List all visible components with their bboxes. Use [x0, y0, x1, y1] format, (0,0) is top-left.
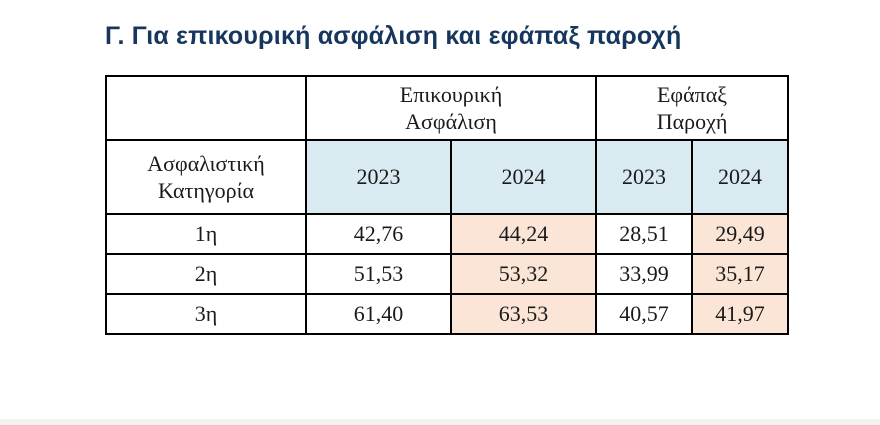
value-cell-lump-2024: 41,97	[691, 293, 790, 335]
value-cell-lump-2023: 40,57	[595, 293, 694, 335]
value-cell-supp-2024: 63,53	[449, 293, 598, 335]
section-title: Γ. Για επικουρική ασφάλιση και εφάπαξ πα…	[105, 22, 682, 50]
value-cell-supp-2024: 53,32	[449, 253, 598, 295]
corner-cell	[105, 75, 307, 141]
value-cell-lump-2024: 29,49	[691, 213, 790, 255]
year-header-lump-2023: 2023	[595, 139, 694, 215]
value-cell-supp-2023: 51,53	[305, 253, 452, 295]
row-header-insurance-category: Ασφαλιστική Κατηγορία	[105, 139, 307, 215]
group-header-row: Επικουρική Ασφάλιση Εφάπαξ Παροχή	[105, 75, 790, 141]
table-row-category-1: 1η 42,76 44,24 28,51 29,49	[105, 213, 790, 255]
table-row-category-3: 3η 61,40 63,53 40,57 41,97	[105, 293, 790, 335]
category-cell: 2η	[105, 253, 307, 295]
value-cell-supp-2023: 42,76	[305, 213, 452, 255]
contribution-table: Επικουρική Ασφάλιση Εφάπαξ Παροχή Ασφαλι…	[105, 75, 790, 335]
group-header-supplementary-insurance: Επικουρική Ασφάλιση	[304, 75, 598, 141]
table-row-category-2: 2η 51,53 53,32 33,99 35,17	[105, 253, 790, 295]
category-cell: 3η	[105, 293, 307, 335]
value-cell-supp-2023: 61,40	[305, 293, 452, 335]
value-cell-supp-2024: 44,24	[449, 213, 598, 255]
year-header-supp-2024: 2024	[449, 139, 598, 215]
value-cell-lump-2023: 33,99	[595, 253, 694, 295]
category-cell: 1η	[105, 213, 307, 255]
year-header-lump-2024: 2024	[691, 139, 790, 215]
year-header-row: Ασφαλιστική Κατηγορία 2023 2024 2023 202…	[105, 139, 790, 215]
year-header-supp-2023: 2023	[305, 139, 452, 215]
value-cell-lump-2023: 28,51	[595, 213, 694, 255]
page-bottom-strip	[0, 419, 880, 425]
group-header-lump-sum-benefit: Εφάπαξ Παροχή	[595, 75, 790, 141]
value-cell-lump-2024: 35,17	[691, 253, 790, 295]
